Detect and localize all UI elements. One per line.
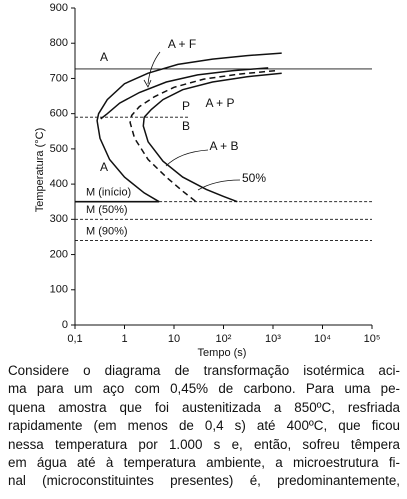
y-axis-label: Temperatura (°C) — [34, 128, 46, 212]
chart: Temperatura (°C) Tempo (s) 0 100 200 300 400… — [34, 2, 381, 359]
y-tick-label: 900 — [50, 2, 68, 14]
annotation: A — [100, 160, 108, 174]
question-line: quena amostra que foi austenitizada a 85… — [8, 399, 400, 415]
curve — [142, 72, 282, 203]
x-tick-label: 10 — [168, 333, 180, 345]
curve — [129, 69, 276, 203]
annotation: P — [182, 99, 190, 113]
question-line: Considere o diagrama de transformação is… — [8, 363, 400, 378]
question-line: rapidamente (em menos de 0,4 s) até 400º… — [8, 418, 400, 434]
y-tick-label: 500 — [50, 143, 68, 155]
h-line-label: M (início) — [86, 187, 131, 199]
x-tick-label: 10² — [216, 333, 232, 345]
x-axis-label: Tempo (s) — [198, 347, 247, 359]
annotation: A — [100, 50, 108, 64]
annotation: A + B — [209, 139, 238, 153]
arrow-head — [143, 79, 152, 88]
y-tick-label: 300 — [50, 213, 68, 225]
leaders — [143, 51, 241, 191]
x-tick-label: 0,1 — [67, 333, 82, 345]
y-tick-label: 800 — [50, 37, 68, 49]
annotation: A + F — [168, 37, 196, 51]
y-tick-label: 400 — [50, 178, 68, 190]
y-tick-label: 700 — [50, 72, 68, 84]
x-tick-label: 10⁴ — [314, 333, 331, 345]
x-tick-label: 1 — [121, 333, 127, 345]
annotation: A + P — [205, 96, 234, 110]
question-line: ma para um aço com 0,45% de carbono. Par… — [8, 381, 400, 397]
leader — [197, 179, 241, 191]
curve — [100, 67, 269, 120]
annotation: B — [182, 119, 190, 133]
x-tick-label: 10⁵ — [364, 333, 381, 345]
h-line-label: M (50%) — [86, 204, 128, 216]
y-tick-label: 200 — [50, 248, 68, 260]
annotation: 50% — [242, 171, 266, 185]
leader — [165, 149, 209, 167]
x-tick-label: 10³ — [265, 333, 281, 345]
arrow-leader — [147, 51, 161, 85]
y-tick-label: 0 — [62, 319, 68, 331]
question-line: em água até à temperatura ambiente, a mi… — [8, 455, 400, 471]
question-line: nessa temperatura por 1.000 s e, então, … — [8, 436, 400, 452]
y-tick-label: 600 — [50, 108, 68, 120]
question-line: nal (microconstituintes presentes) é, pr… — [8, 473, 400, 489]
h-line-label: M (90%) — [86, 225, 128, 237]
question: Considere o diagrama de transformação is… — [8, 362, 400, 491]
curve — [96, 52, 282, 203]
y-tick-label: 100 — [50, 284, 68, 296]
